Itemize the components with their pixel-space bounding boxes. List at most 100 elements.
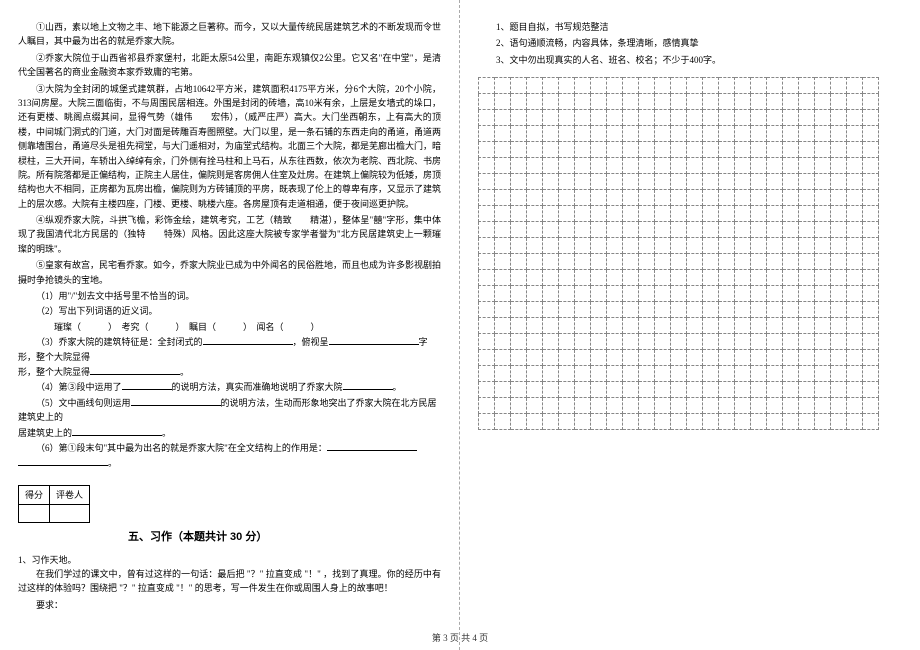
grid-cell[interactable] bbox=[623, 366, 639, 382]
grid-cell[interactable] bbox=[623, 142, 639, 158]
grid-cell[interactable] bbox=[639, 286, 655, 302]
grid-cell[interactable] bbox=[815, 222, 831, 238]
grid-cell[interactable] bbox=[623, 270, 639, 286]
grid-cell[interactable] bbox=[511, 318, 527, 334]
grid-cell[interactable] bbox=[479, 302, 495, 318]
grid-cell[interactable] bbox=[543, 318, 559, 334]
grid-cell[interactable] bbox=[719, 270, 735, 286]
grid-cell[interactable] bbox=[511, 238, 527, 254]
grid-cell[interactable] bbox=[479, 254, 495, 270]
grid-cell[interactable] bbox=[575, 222, 591, 238]
grid-cell[interactable] bbox=[591, 382, 607, 398]
grid-cell[interactable] bbox=[575, 126, 591, 142]
grid-cell[interactable] bbox=[671, 174, 687, 190]
grid-cell[interactable] bbox=[767, 302, 783, 318]
grid-cell[interactable] bbox=[623, 94, 639, 110]
grid-cell[interactable] bbox=[815, 302, 831, 318]
grid-cell[interactable] bbox=[703, 158, 719, 174]
grid-cell[interactable] bbox=[639, 414, 655, 430]
grid-cell[interactable] bbox=[575, 142, 591, 158]
grid-cell[interactable] bbox=[639, 318, 655, 334]
grid-cell[interactable] bbox=[479, 190, 495, 206]
grid-cell[interactable] bbox=[607, 414, 623, 430]
grid-cell[interactable] bbox=[479, 382, 495, 398]
grid-cell[interactable] bbox=[511, 254, 527, 270]
grid-cell[interactable] bbox=[623, 302, 639, 318]
grid-cell[interactable] bbox=[703, 318, 719, 334]
grid-cell[interactable] bbox=[815, 398, 831, 414]
grid-cell[interactable] bbox=[607, 366, 623, 382]
grid-cell[interactable] bbox=[687, 350, 703, 366]
grid-cell[interactable] bbox=[591, 350, 607, 366]
grid-cell[interactable] bbox=[671, 206, 687, 222]
grid-cell[interactable] bbox=[655, 382, 671, 398]
grid-cell[interactable] bbox=[735, 110, 751, 126]
grid-cell[interactable] bbox=[575, 302, 591, 318]
grid-cell[interactable] bbox=[559, 158, 575, 174]
grid-cell[interactable] bbox=[783, 110, 799, 126]
grid-cell[interactable] bbox=[623, 190, 639, 206]
grid-cell[interactable] bbox=[639, 334, 655, 350]
grid-cell[interactable] bbox=[735, 222, 751, 238]
grid-cell[interactable] bbox=[639, 398, 655, 414]
grid-cell[interactable] bbox=[575, 270, 591, 286]
grid-cell[interactable] bbox=[559, 334, 575, 350]
grid-cell[interactable] bbox=[847, 350, 863, 366]
grid-cell[interactable] bbox=[703, 174, 719, 190]
grid-cell[interactable] bbox=[799, 398, 815, 414]
grid-cell[interactable] bbox=[719, 254, 735, 270]
grid-cell[interactable] bbox=[527, 366, 543, 382]
grid-cell[interactable] bbox=[559, 78, 575, 94]
grid-cell[interactable] bbox=[735, 158, 751, 174]
grid-cell[interactable] bbox=[735, 334, 751, 350]
grid-cell[interactable] bbox=[639, 126, 655, 142]
grid-cell[interactable] bbox=[607, 94, 623, 110]
grid-cell[interactable] bbox=[495, 366, 511, 382]
grid-cell[interactable] bbox=[607, 382, 623, 398]
grid-cell[interactable] bbox=[527, 286, 543, 302]
grid-cell[interactable] bbox=[479, 222, 495, 238]
grid-cell[interactable] bbox=[527, 238, 543, 254]
grid-cell[interactable] bbox=[671, 110, 687, 126]
grid-cell[interactable] bbox=[751, 110, 767, 126]
grid-cell[interactable] bbox=[607, 158, 623, 174]
grid-cell[interactable] bbox=[815, 174, 831, 190]
grid-cell[interactable] bbox=[511, 190, 527, 206]
grid-cell[interactable] bbox=[543, 238, 559, 254]
grid-cell[interactable] bbox=[655, 414, 671, 430]
grid-cell[interactable] bbox=[783, 270, 799, 286]
grid-cell[interactable] bbox=[703, 414, 719, 430]
grid-cell[interactable] bbox=[527, 270, 543, 286]
grid-cell[interactable] bbox=[607, 110, 623, 126]
grid-cell[interactable] bbox=[559, 414, 575, 430]
grid-cell[interactable] bbox=[511, 350, 527, 366]
grid-cell[interactable] bbox=[655, 174, 671, 190]
grid-cell[interactable] bbox=[831, 382, 847, 398]
grid-cell[interactable] bbox=[863, 126, 879, 142]
grid-cell[interactable] bbox=[863, 286, 879, 302]
grid-cell[interactable] bbox=[511, 334, 527, 350]
grid-cell[interactable] bbox=[575, 238, 591, 254]
grid-cell[interactable] bbox=[543, 302, 559, 318]
grid-cell[interactable] bbox=[687, 142, 703, 158]
grid-cell[interactable] bbox=[799, 174, 815, 190]
grid-cell[interactable] bbox=[575, 318, 591, 334]
grid-cell[interactable] bbox=[543, 126, 559, 142]
grid-cell[interactable] bbox=[799, 158, 815, 174]
grid-cell[interactable] bbox=[479, 158, 495, 174]
grid-cell[interactable] bbox=[719, 110, 735, 126]
grid-cell[interactable] bbox=[815, 414, 831, 430]
grid-cell[interactable] bbox=[831, 334, 847, 350]
grid-cell[interactable] bbox=[783, 350, 799, 366]
grid-cell[interactable] bbox=[783, 190, 799, 206]
grid-cell[interactable] bbox=[559, 286, 575, 302]
grid-cell[interactable] bbox=[591, 190, 607, 206]
grid-cell[interactable] bbox=[831, 270, 847, 286]
grid-cell[interactable] bbox=[623, 110, 639, 126]
grid-cell[interactable] bbox=[735, 270, 751, 286]
grid-cell[interactable] bbox=[527, 206, 543, 222]
grid-cell[interactable] bbox=[607, 174, 623, 190]
grid-cell[interactable] bbox=[623, 126, 639, 142]
grid-cell[interactable] bbox=[559, 222, 575, 238]
grid-cell[interactable] bbox=[607, 126, 623, 142]
